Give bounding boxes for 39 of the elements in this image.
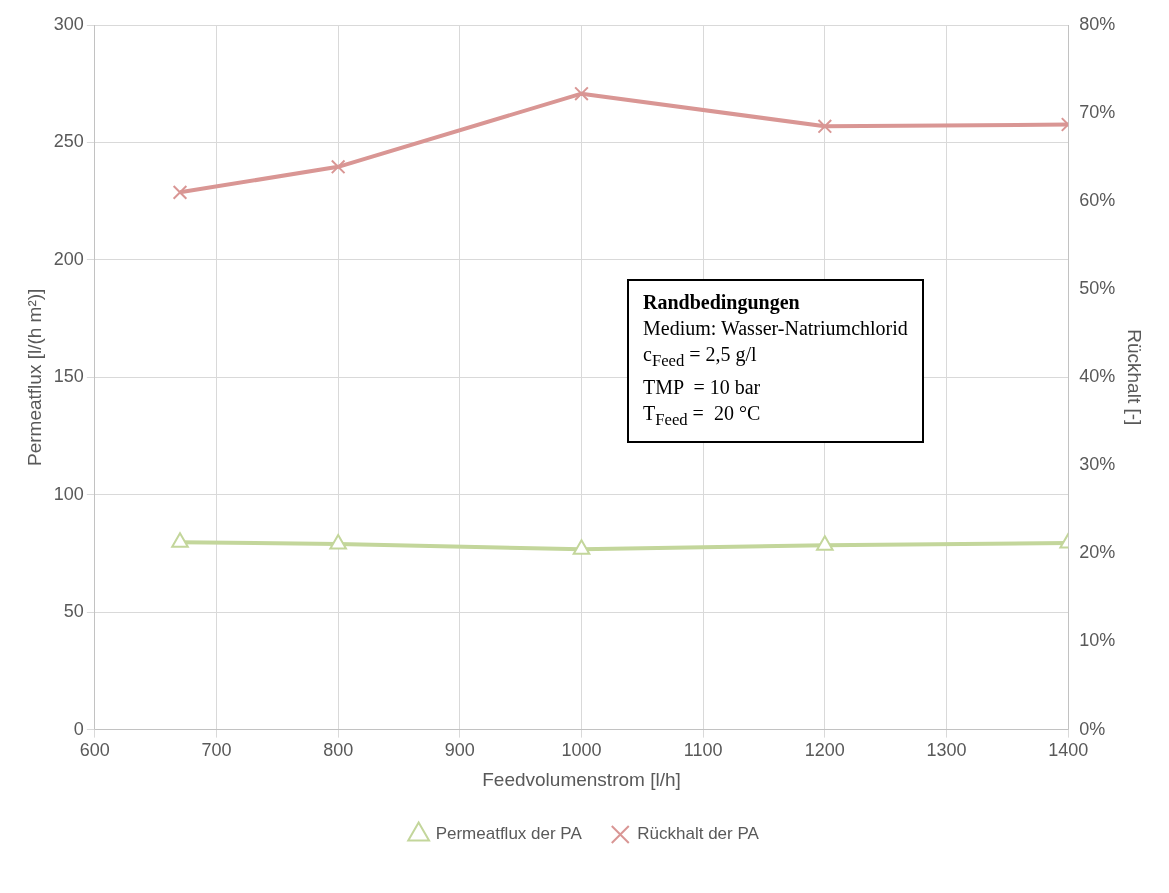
x-tick-label: 1000 bbox=[561, 740, 602, 761]
point bbox=[574, 86, 589, 102]
x-tick-label: 1200 bbox=[804, 740, 845, 761]
y-axis-title: Permeatflux [l/(h m²)] bbox=[23, 288, 45, 466]
y-tick-label: 300 bbox=[53, 13, 84, 34]
y2-tick-label: 0% bbox=[1079, 718, 1106, 739]
y-tick-label: 100 bbox=[53, 483, 84, 504]
point bbox=[817, 118, 833, 134]
x-tick-label: 800 bbox=[323, 740, 354, 761]
x-tick-label: 900 bbox=[444, 740, 475, 761]
y2-tick-label: 80% bbox=[1079, 13, 1116, 34]
point bbox=[172, 184, 188, 200]
x-tick-label: 1400 bbox=[1048, 740, 1089, 761]
y2-tick-label: 40% bbox=[1079, 366, 1116, 387]
y2-axis-title: Rückhalt [-] bbox=[1124, 329, 1146, 426]
y-tick-label: 150 bbox=[53, 366, 84, 387]
x-tick-label: 700 bbox=[201, 740, 232, 761]
point bbox=[330, 159, 346, 175]
y-tick-label: 50 bbox=[63, 601, 84, 622]
x-tick-label: 600 bbox=[79, 740, 110, 761]
y2-tick-label: 20% bbox=[1079, 542, 1116, 563]
y2-tick-label: 30% bbox=[1079, 454, 1116, 475]
annotation: T$_{Feed}$ = 20 °C bbox=[643, 401, 762, 431]
annotation: TMP = 10 bar bbox=[643, 375, 762, 400]
y2-tick-label: 70% bbox=[1079, 102, 1116, 123]
annotation: Randbedingungen bbox=[643, 290, 801, 315]
legend-label: Permeatflux der PA bbox=[435, 824, 583, 844]
annotation: c$_{Feed}$ = 2,5 g/l bbox=[643, 342, 758, 372]
legend-label: Rückhalt der PA bbox=[637, 824, 760, 844]
y2-tick-label: 50% bbox=[1079, 278, 1116, 299]
y2-tick-label: 60% bbox=[1079, 190, 1116, 211]
x-tick-label: 1300 bbox=[926, 740, 967, 761]
y-tick-label: 200 bbox=[53, 248, 84, 269]
x-tick-label: 1100 bbox=[683, 740, 723, 761]
y-tick-label: 0 bbox=[73, 718, 84, 739]
x-axis-title: Feedvolumenstrom [l/h] bbox=[482, 768, 681, 790]
y-tick-label: 250 bbox=[53, 131, 84, 152]
y2-tick-label: 10% bbox=[1079, 630, 1116, 651]
annotation: Medium: Wasser-Natriumchlorid bbox=[643, 316, 908, 341]
